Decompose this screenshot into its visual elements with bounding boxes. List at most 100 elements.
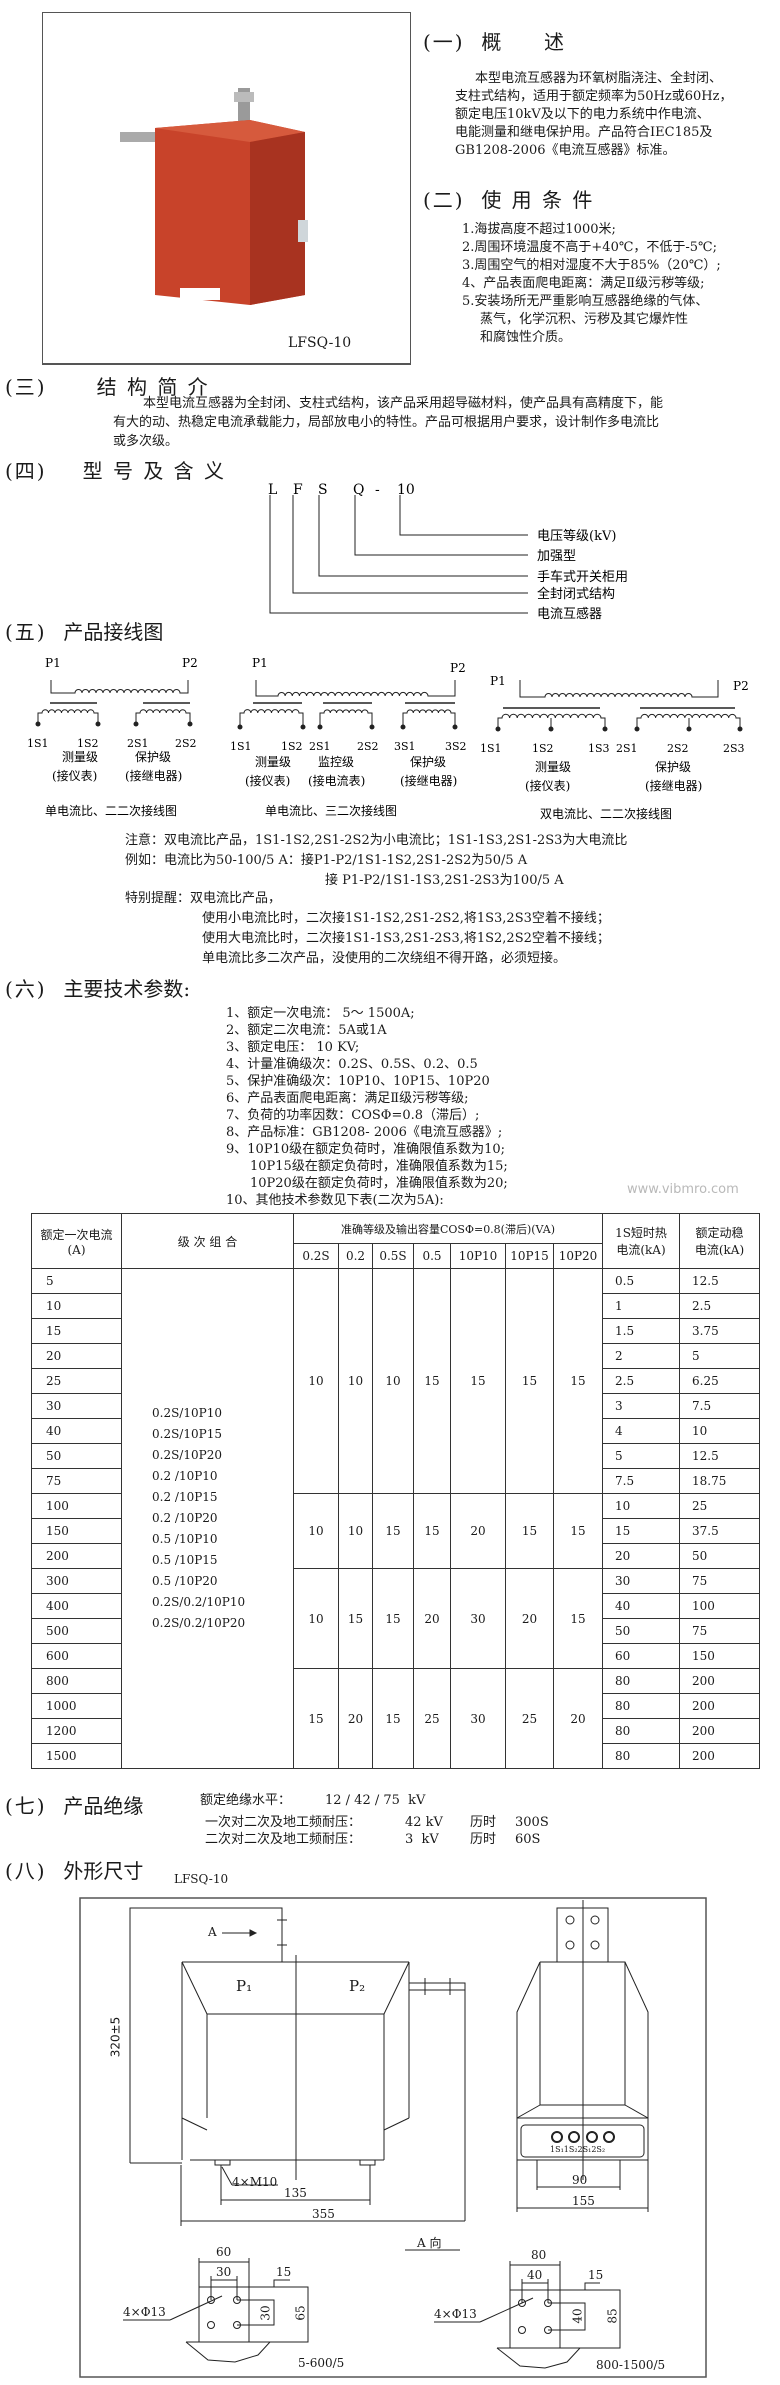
header-accuracy-class: 0.2: [338, 1243, 373, 1269]
cell-dynamic-current: 2.5: [679, 1293, 760, 1319]
cell-thermal-current: 80: [602, 1668, 680, 1694]
dim: 30: [258, 2305, 273, 2321]
photo-caption: LFSQ-10: [288, 335, 352, 351]
header-row: 额定一次电流 (A) 级 次 组 合准确等级及输出容量COSΦ=0.8(滞后)(VA…: [31, 1213, 760, 1269]
text-line: 1.海拔高度不超过1000米;: [462, 222, 616, 237]
cell-rated-current: 500: [31, 1618, 122, 1644]
winding-use: (接电流表): [308, 773, 365, 788]
class-combination: 0.2S/0.2/10P20: [152, 1616, 246, 1630]
winding-use: (接仪表): [245, 773, 290, 788]
cell-dynamic-current: 150: [679, 1643, 760, 1669]
cell-dynamic-current: 7.5: [679, 1393, 760, 1419]
text-line: 额定电压10kV及以下的电力系统中作电流、: [455, 107, 710, 122]
wiring-diagrams: P1 P2 1S1 1S2 2S1 2S2 测量级 (接仪表) 保护级 (接继电器) 单电流比、二二…: [27, 656, 749, 821]
text-line: 10、其他技术参数见下表(二次为5A):: [226, 1193, 444, 1208]
bolt-label: 4×M10: [232, 2175, 278, 2189]
header-text: 1S短时热: [615, 1226, 667, 1240]
header-text: 额定一次电流: [40, 1227, 113, 1242]
cell-rated-current: 10: [31, 1293, 122, 1319]
cell-thermal-current: 80: [602, 1743, 680, 1769]
label: 历时: [470, 1832, 497, 1847]
model-letter: -: [375, 482, 380, 498]
model-letter: F: [293, 482, 303, 498]
range-label: 800-1500/5: [596, 2358, 666, 2372]
secondary-winding: [37, 709, 99, 724]
terminal-label: 2S1: [127, 737, 149, 750]
text-line: 10P15级在额定负荷时，准确限值系数为15;: [250, 1159, 508, 1174]
cell-dynamic-current: 200: [679, 1668, 760, 1694]
cell-rated-current: 1500: [31, 1743, 122, 1769]
class-combination: 0.2 /10P10: [152, 1469, 218, 1483]
dim: 65: [293, 2305, 308, 2321]
cell-output-va: 10: [293, 1268, 339, 1494]
text-line: 3、额定电压： 10 KV;: [226, 1040, 360, 1055]
text-line: 5.安装场所无严重影响互感器绝缘的气体、: [462, 294, 709, 309]
dim: 80: [531, 2248, 547, 2262]
cell-output-va: 10: [293, 1568, 339, 1669]
class-combination: 0.5 /10P20: [152, 1574, 218, 1588]
cell-output-va: 30: [450, 1568, 506, 1669]
header-class-combination: 级 次 组 合: [121, 1213, 294, 1269]
terminal-dot: [300, 724, 306, 730]
model-letter: S: [318, 482, 328, 498]
terminal-label: 2S2: [667, 742, 689, 755]
dim: 40: [570, 2308, 585, 2324]
cell-rated-current: 150: [31, 1518, 122, 1544]
cell-output-va: 15: [372, 1568, 414, 1669]
table-row: 30 3 7.5: [31, 1393, 760, 1419]
overview-text: 本型电流互感器为环氧树脂浇注、全封闭、支柱式结构，适用于额定频率为50Hz或60…: [455, 70, 732, 160]
cell-rated-current: 1000: [31, 1693, 122, 1719]
terminal-dot: [400, 724, 406, 730]
structure-text: 本型电流互感器为全封闭、支柱式结构，该产品采用超导磁材料，使产品具有高精度下，能…: [113, 394, 663, 451]
structure-heading: (三) 结 构 简 介: [5, 371, 210, 400]
winding-use: (接仪表): [525, 778, 570, 793]
text-line: 电能测量和继电保护用。产品符合IEC185及: [455, 125, 713, 140]
text-line: 支柱式结构，适用于额定频率为50Hz或60Hz，: [455, 89, 733, 104]
wiring-heading: (五) 产品接线图: [5, 616, 163, 645]
overview-heading: (一) 概 述: [423, 26, 574, 55]
p2-label: P2: [733, 679, 749, 693]
cell-thermal-current: 0.5: [602, 1268, 680, 1294]
p2-label: P2: [182, 656, 198, 670]
cell-dynamic-current: 5: [679, 1343, 760, 1369]
terminal-dot: [237, 724, 243, 730]
cell-output-va: 15: [505, 1268, 554, 1494]
cell-rated-current: 300: [31, 1568, 122, 1594]
winding-use: (接继电器): [125, 768, 182, 783]
cell-thermal-current: 50: [602, 1618, 680, 1644]
p1-label: P₁: [236, 1977, 253, 1995]
cell-output-va: 15: [338, 1568, 373, 1669]
section-title: 产品接线图: [63, 620, 164, 644]
terminal-label: 3S1: [394, 740, 416, 753]
text-line: 本型电流互感器为环氧树脂浇注、全封闭、: [475, 71, 723, 86]
cell-output-va: 25: [505, 1668, 554, 1769]
terminal-label: 1S1: [230, 740, 252, 753]
diagram-caption: 单电流比、三二次接线图: [265, 803, 397, 818]
hole-label: 4×Φ13: [434, 2307, 477, 2321]
model-letter: 10: [397, 482, 415, 498]
cell-thermal-current: 2.5: [602, 1368, 680, 1394]
text-line: 1、额定一次电流： 5～ 1500A;: [226, 1006, 415, 1021]
text-line: 10P20级在额定负荷时，准确限值系数为20;: [250, 1176, 508, 1191]
cell-dynamic-current: 200: [679, 1743, 760, 1769]
cell-dynamic-current: 100: [679, 1593, 760, 1619]
insulation-heading: (七) 产品绝缘: [5, 1790, 143, 1819]
table-row: 10 1 2.5: [31, 1293, 760, 1319]
section-title: 型 号 及 含 义: [82, 459, 227, 483]
leader-line: [269, 495, 528, 614]
section-number: (六): [5, 977, 47, 1001]
text-line: 9、10P10级在额定负荷时，准确限值系数为10;: [226, 1142, 506, 1157]
p2-label: P₂: [349, 1977, 366, 1995]
class-combination: 0.2S/10P15: [152, 1427, 222, 1441]
cell-thermal-current: 1: [602, 1293, 680, 1319]
cell-rated-current: 25: [31, 1368, 122, 1394]
text-line: 5、保护准确级次：10P10、10P15、10P20: [226, 1074, 490, 1089]
terminal-dot: [634, 726, 640, 732]
side-terminal-labels: 1S₁1S₂2S₁2S₂: [550, 2145, 606, 2154]
terminal-dot: [548, 726, 554, 732]
class-combination: 0.2S/10P10: [152, 1406, 222, 1420]
terminal-label: 1S2: [532, 742, 554, 755]
note-line: 注意：双电流比产品，1S1-1S2,2S1-2S2为小电流比；1S1-1S3,2…: [125, 833, 628, 848]
header-text: 额定动稳: [695, 1226, 744, 1240]
